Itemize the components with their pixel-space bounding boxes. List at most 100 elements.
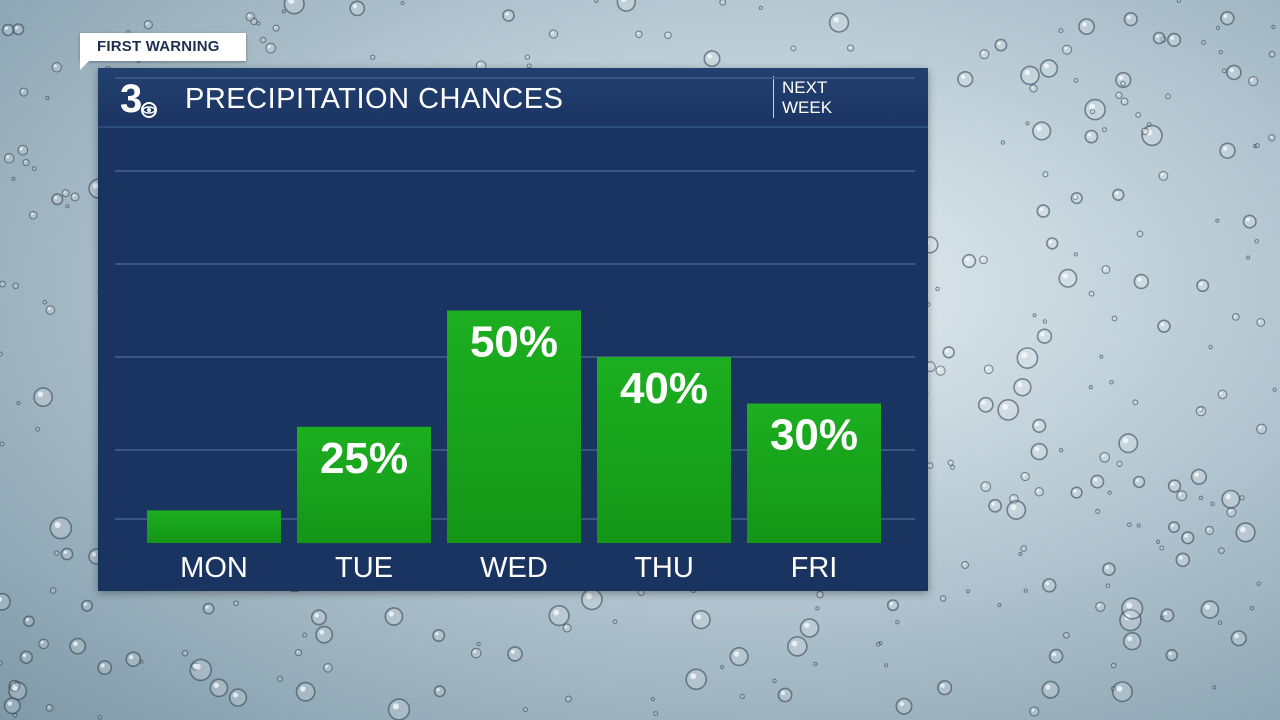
raindrop [977,396,994,413]
raindrop-highlight [274,26,277,29]
raindrop-highlight [585,593,592,600]
raindrop [49,587,57,594]
bar-chart: MON 25% TUE 50% WED 40% THU 30% FRI [115,77,915,584]
raindrop-highlight [981,400,986,405]
raindrop-highlight [1045,581,1050,586]
raindrop [281,9,286,14]
chart-panel: 3 PRECIPITATION CHANCES NEXT WEEK MON 25%… [98,68,928,591]
raindrop [283,0,305,15]
raindrop [1226,64,1242,81]
raindrop-highlight [707,54,712,59]
raindrop-highlight [553,609,560,616]
raindrop [1165,93,1171,100]
raindrop [522,706,528,713]
raindrop [988,498,1002,513]
raindrop-highlight [0,596,2,602]
raindrop [1016,347,1039,370]
raindrop [1215,218,1220,223]
raindrop [1215,25,1221,30]
raindrop [886,599,899,612]
category-label-fri: FRI [791,552,838,584]
raindrop-highlight [1052,652,1057,657]
raindrop [1196,279,1210,293]
raindrop-highlight [666,33,668,36]
raindrop-highlight [1135,478,1140,482]
raindrop [1221,489,1241,509]
raindrop [189,658,212,682]
raindrop-highlight [1039,207,1044,212]
raindrop [470,647,482,659]
raindrop [1165,648,1179,662]
raindrop [143,20,153,30]
raindrop-highlight [1207,528,1210,531]
raindrop [0,441,5,447]
raindrop [1132,399,1139,406]
raindrop-highlight [352,4,358,9]
raindrop-highlight [7,701,13,706]
raindrop-highlight [1194,472,1199,477]
raindrop [524,54,531,60]
raindrop [315,625,334,644]
raindrop-highlight [63,191,66,194]
raindrop [35,426,41,432]
bar-wed [447,310,581,543]
raindrop [562,623,572,633]
raindrop [1045,237,1059,250]
raindrop-highlight [1137,277,1142,282]
raindrop [790,45,797,52]
raindrop [507,646,523,662]
raindrop [1020,65,1040,86]
raindrop-highlight [937,367,941,371]
raindrop [548,29,559,39]
raindrop-highlight [1093,477,1098,482]
raindrop-highlight [6,155,10,159]
raindrop-highlight [73,641,78,647]
raindrop [276,675,283,682]
raindrop-highlight [205,605,209,609]
raindrop-highlight [1160,173,1164,176]
raindrop [1034,487,1044,497]
raindrop [1111,315,1118,322]
raindrop [1048,648,1064,664]
raindrop [635,30,643,39]
raindrop [1089,108,1096,115]
raindrop-highlight [1073,194,1077,199]
raindrop [828,12,850,33]
raindrop [979,49,990,60]
raindrop-highlight [1168,652,1172,656]
raindrop-highlight [1170,36,1175,40]
raindrop-highlight [1010,504,1017,510]
raindrop [1198,495,1204,500]
raindrop-highlight [1228,509,1232,513]
raindrop [1220,11,1235,26]
raindrop-highlight [1229,68,1234,73]
raindrop [209,678,229,698]
raindrop [1135,111,1142,118]
raindrop [594,0,599,3]
raindrop-highlight [1240,526,1246,533]
raindrop-highlight [63,550,67,554]
raindrop [1058,268,1078,288]
raindrop-highlight [620,0,627,3]
raindrop [1271,24,1276,30]
raindrop [937,680,953,696]
raindrop [1230,630,1247,647]
raindrop [1136,523,1141,528]
raindrop [1248,75,1259,87]
raindrop [23,615,35,628]
raindrop [387,698,411,720]
raindrop-highlight [1199,282,1203,286]
raindrop [233,600,239,607]
raindrop-highlight [296,650,299,653]
tag-notch [80,60,90,70]
raindrop [961,253,977,269]
raindrop-highlight [1179,555,1183,560]
data-label-wed: 50% [470,318,558,367]
raindrop-highlight [1021,352,1028,359]
raindrop-highlight [300,686,306,692]
raindrop [323,662,333,673]
raindrop [0,660,3,666]
raindrop-highlight [1116,685,1123,692]
raindrop [1036,204,1051,218]
raindrop [1217,389,1228,400]
